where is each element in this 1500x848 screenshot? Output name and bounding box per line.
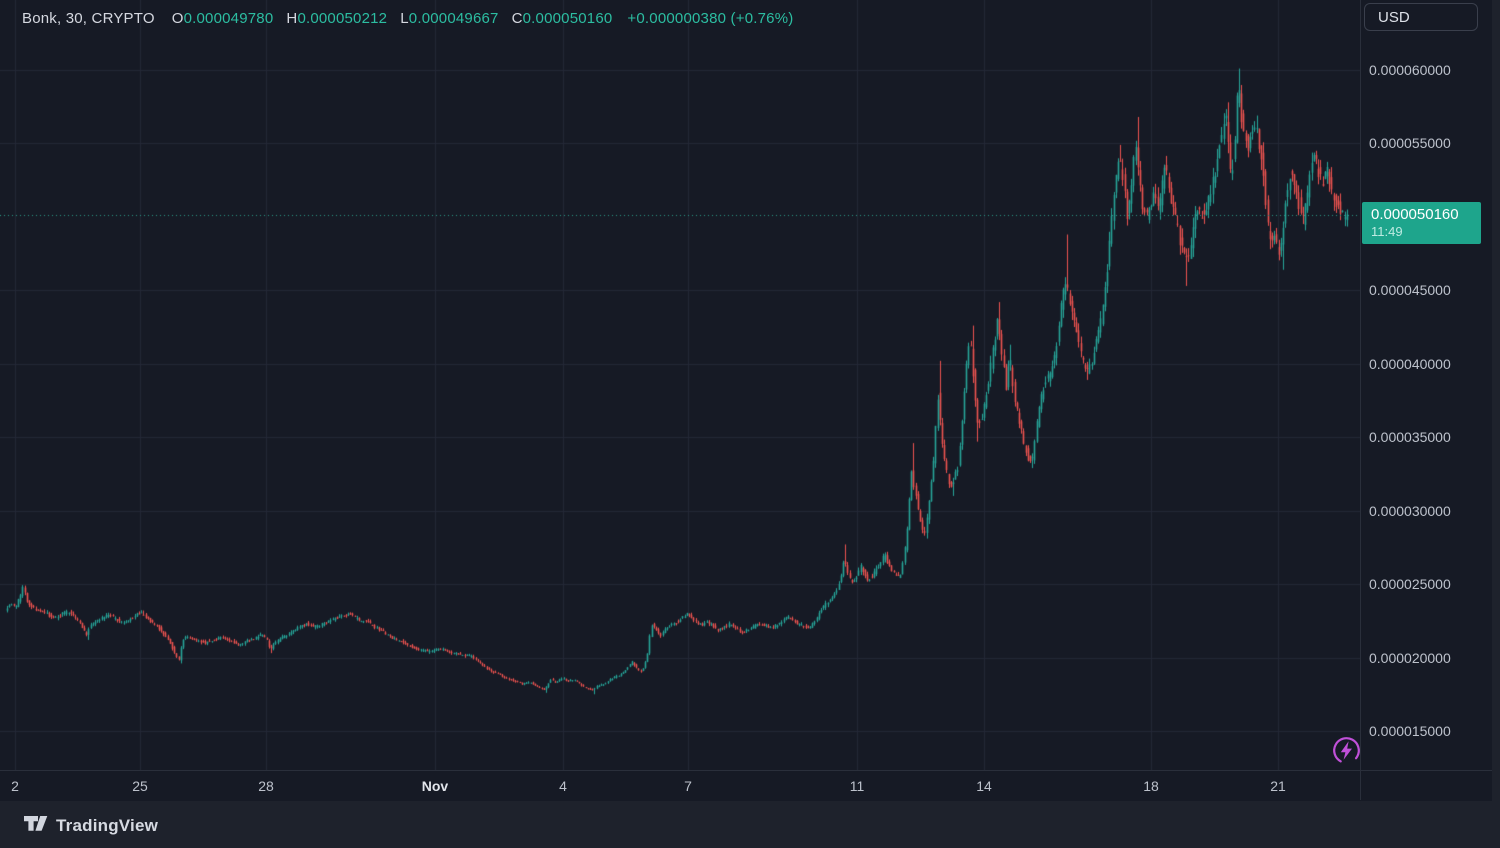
time-tick-label: 11 <box>849 778 865 794</box>
time-axis[interactable]: 2 25 28 Nov 4 7 11 14 18 21 <box>0 770 1492 801</box>
time-tick-label: 28 <box>258 778 274 794</box>
current-price-value: 0.000050160 <box>1371 206 1459 224</box>
time-tick-label: 18 <box>1143 778 1159 794</box>
tradingview-logo[interactable]: TradingView <box>22 812 158 840</box>
boost-icon[interactable] <box>1331 735 1362 766</box>
time-tick-label: Nov <box>421 778 449 794</box>
chart-container: Bonk, 30, CRYPTO O0.000049780 H0.0000502… <box>0 0 1492 801</box>
price-tick-label: 0.000025000 <box>1369 576 1451 593</box>
price-tick-label: 0.000045000 <box>1369 282 1451 299</box>
time-tick-label: 14 <box>976 778 992 794</box>
high-readout: H0.000050212 <box>286 9 388 27</box>
tradingview-logo-text: TradingView <box>56 816 159 835</box>
symbol-title[interactable]: Bonk, 30, CRYPTO <box>22 9 155 27</box>
current-price-time: 11:49 <box>1371 224 1403 240</box>
time-tick-label: 7 <box>684 778 692 794</box>
time-tick-label: 2 <box>11 778 19 794</box>
price-tick-label: 0.000055000 <box>1369 135 1451 152</box>
price-tick-label: 0.000030000 <box>1369 502 1451 519</box>
time-tick-label: 21 <box>1270 778 1286 794</box>
change-readout: +0.000000380 (+0.76%) <box>627 9 794 27</box>
time-tick-label: 4 <box>559 778 567 794</box>
price-tick-label: 0.000035000 <box>1369 429 1451 446</box>
candlestick-chart[interactable] <box>0 0 1360 770</box>
symbol-ohlc-bar: Bonk, 30, CRYPTO O0.000049780 H0.0000502… <box>22 8 793 28</box>
current-price-badge: 0.000050160 11:49 <box>1362 202 1481 245</box>
low-readout: L0.000049667 <box>400 9 499 27</box>
price-tick-label: 0.000020000 <box>1369 649 1451 666</box>
open-readout: O0.000049780 <box>171 9 274 27</box>
price-tick-label: 0.000060000 <box>1369 62 1451 78</box>
price-axis[interactable]: USD 0.000050160 11:49 0.000060000 0.00005… <box>1360 0 1492 800</box>
bottom-bar: TradingView <box>0 801 1500 848</box>
close-readout: C0.000050160 <box>511 9 613 27</box>
time-tick-label: 25 <box>132 778 148 794</box>
price-tick-label: 0.000015000 <box>1369 723 1451 739</box>
tradingview-logo-icon <box>22 812 49 840</box>
price-tick-label: 0.000040000 <box>1369 355 1451 372</box>
currency-button[interactable]: USD <box>1364 3 1478 31</box>
